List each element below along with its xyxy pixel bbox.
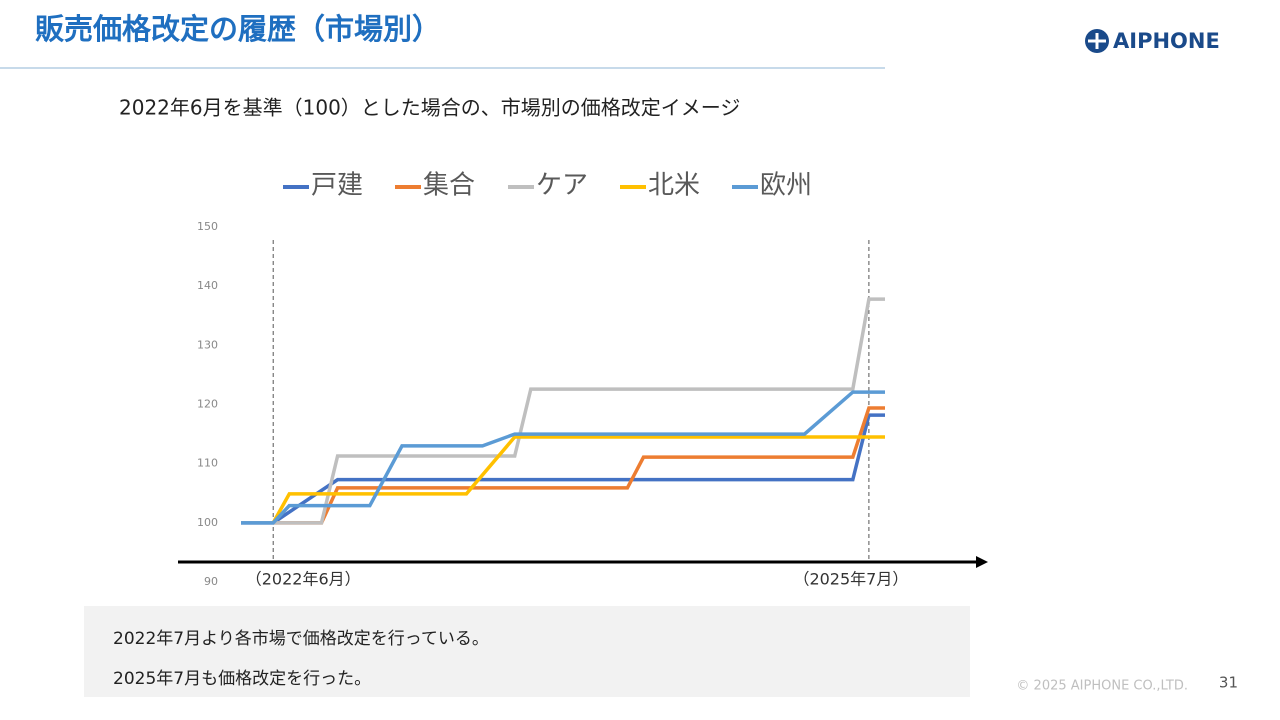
legend-label: 集合: [423, 171, 475, 201]
series-line: [271, 435, 885, 524]
legend-label: 戸建: [311, 171, 363, 201]
y-tick-label: 150: [197, 220, 218, 233]
legend-label: 欧州: [760, 171, 812, 201]
chart-subtitle: 2022年6月を基準（100）とした場合の、市場別の価格改定イメージ: [119, 96, 740, 120]
note: 2022年7月より各市場で価格改定を行っている。: [113, 629, 489, 649]
y-tick-label: 90: [204, 575, 218, 588]
y-tick-label: 110: [197, 457, 218, 470]
logo-text: AIPHONE: [1113, 29, 1220, 53]
logo-icon: [1085, 29, 1109, 53]
legend-label: ケア: [536, 171, 588, 201]
legend-label: 北米: [648, 171, 700, 201]
series-line: [241, 390, 885, 525]
page-number: 31: [1219, 674, 1238, 692]
slide-title: 販売価格改定の履歴（市場別）: [35, 12, 441, 46]
y-tick-label: 130: [197, 338, 218, 351]
annotation: （2025年7月）: [793, 570, 908, 589]
y-tick-label: 100: [197, 516, 218, 529]
annotation: （2022年6月）: [246, 570, 361, 589]
note: 2025年7月も価格改定を行った。: [113, 669, 371, 689]
x-axis-arrow: [976, 556, 988, 568]
copyright: © 2025 AIPHONE CO.,LTD.: [1016, 679, 1188, 694]
y-tick-label: 120: [197, 398, 218, 411]
y-tick-label: 140: [197, 279, 218, 292]
note-box: [84, 606, 970, 697]
series-line: [241, 297, 885, 525]
